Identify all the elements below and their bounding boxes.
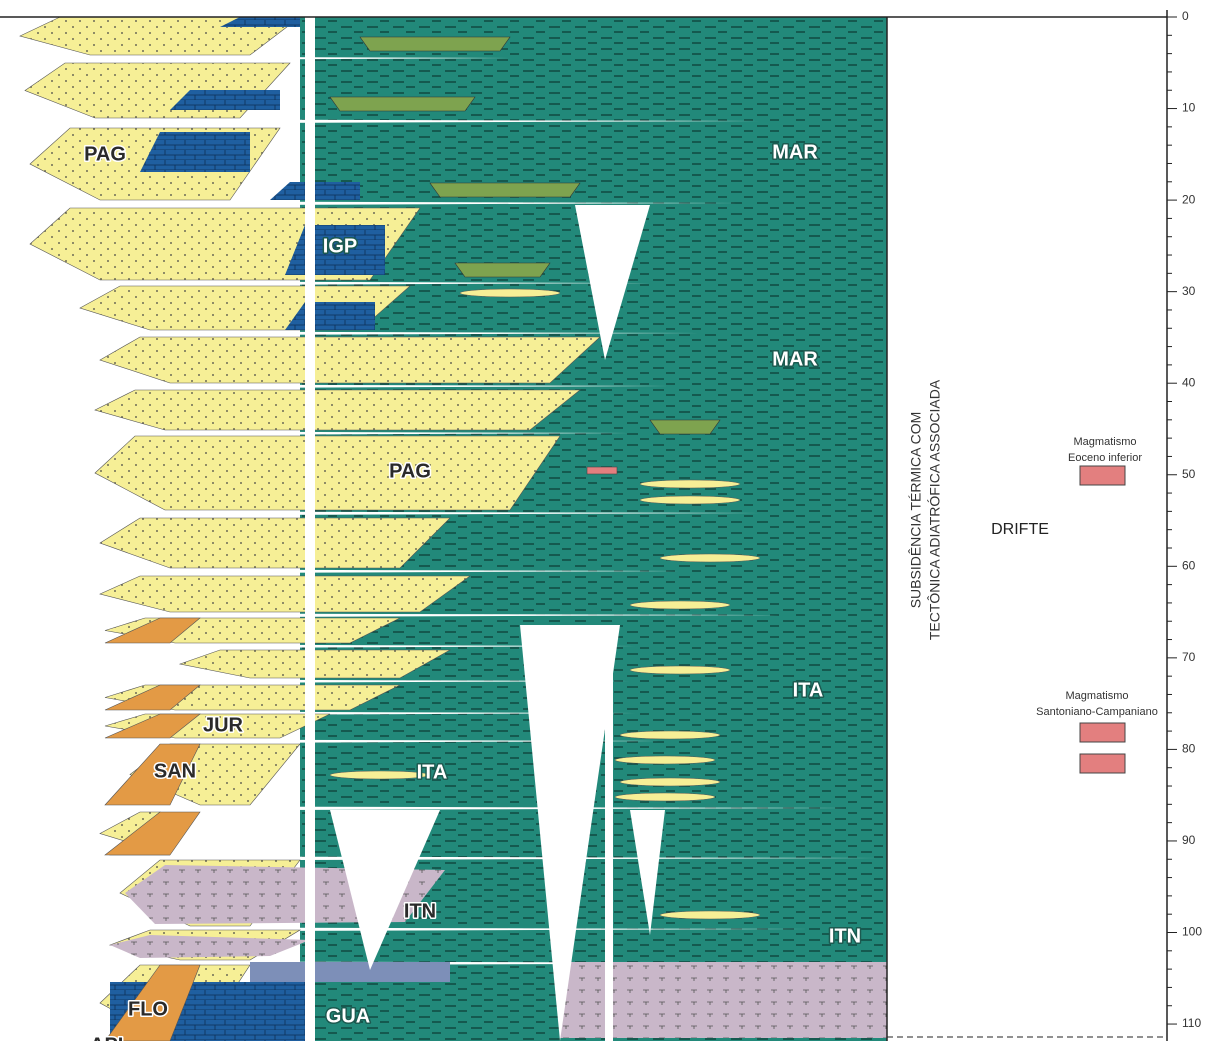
canyon	[330, 810, 440, 970]
magmatism-key	[1079, 722, 1126, 743]
magmatism	[586, 466, 618, 475]
canyon	[630, 810, 665, 935]
tick-label: 0	[1182, 9, 1189, 23]
tick-label: 50	[1182, 467, 1196, 481]
event-title: Magmatismo	[1074, 436, 1137, 448]
sand-lens	[619, 777, 721, 787]
hiatus	[0, 281, 650, 286]
tectonics-line: TECTÔNICA ADIATRÓFICA ASSOCIADA	[927, 379, 943, 640]
conglomerate	[104, 713, 201, 739]
tick-label: 70	[1182, 650, 1196, 664]
phase-label: DRIFTE	[991, 521, 1049, 538]
unit-label: PAG	[84, 143, 126, 165]
sand-lens	[614, 792, 716, 802]
sandstone	[99, 575, 471, 613]
hiatus	[0, 119, 760, 124]
magmatism-key	[1079, 465, 1126, 486]
hiatus	[0, 56, 510, 61]
hiatus	[0, 613, 780, 618]
unit-label: ITN	[829, 925, 861, 947]
hiatus	[0, 806, 850, 811]
unit-label: GUA	[326, 1005, 370, 1027]
unit-label: ITN	[404, 900, 436, 922]
sandstone	[99, 517, 451, 569]
event-age: Santoniano-Campaniano	[1036, 706, 1158, 718]
gap	[605, 640, 613, 1041]
marl	[560, 962, 887, 1038]
lens	[359, 36, 511, 52]
hiatus	[0, 569, 680, 574]
hiatus	[0, 201, 740, 206]
unit-label: FLO	[128, 998, 168, 1020]
conglomerate	[104, 684, 201, 711]
gap	[305, 17, 315, 1041]
magmatism-key	[1079, 753, 1126, 774]
canyon	[520, 625, 620, 1041]
labels: SUBSIDÊNCIA TÉRMICA COM TECTÔNICA ADIATR…	[83, 9, 1203, 1041]
unit-label: APL	[90, 1034, 130, 1041]
unit-label: MAR	[772, 141, 818, 163]
conglomerate	[104, 964, 201, 1041]
sand-lens	[629, 600, 731, 610]
hiatus	[0, 739, 660, 744]
tectonics-line: SUBSIDÊNCIA TÉRMICA COM	[908, 412, 924, 609]
tick-label: 100	[1182, 925, 1202, 939]
unit-label: SAN	[154, 760, 196, 782]
sandstone	[94, 435, 561, 511]
unit-label: PAG	[389, 460, 431, 482]
lens	[429, 182, 581, 198]
unit-label: IGP	[323, 235, 357, 257]
unit-label: ITA	[417, 761, 448, 783]
tick-label: 40	[1182, 375, 1196, 389]
tick-label: 110	[1182, 1016, 1201, 1030]
sand-lens	[614, 755, 716, 765]
tick-label: 90	[1182, 833, 1196, 847]
hiatus	[0, 511, 760, 516]
sand-lens	[329, 770, 431, 780]
unit-label: ITA	[793, 679, 824, 701]
sandstone	[99, 336, 601, 384]
sand-lens	[619, 730, 721, 740]
sand-lens	[639, 479, 741, 489]
tick-label: 10	[1182, 101, 1196, 115]
sand-lens	[629, 665, 731, 675]
conglomerate	[104, 743, 201, 806]
sandstone	[94, 389, 581, 431]
sand-lens	[639, 495, 741, 505]
carbonate	[220, 17, 300, 27]
carbonate	[250, 962, 450, 982]
unit-label: MAR	[772, 348, 818, 370]
marl	[110, 935, 310, 958]
event-age: Eoceno inferior	[1068, 452, 1142, 464]
carbonate	[140, 132, 250, 172]
carbonate	[170, 90, 280, 110]
tick-label: 80	[1182, 742, 1196, 756]
canyon	[575, 205, 650, 360]
hiatus	[0, 331, 700, 336]
tick-label: 20	[1182, 192, 1196, 206]
sand-lens	[659, 910, 761, 920]
conglomerate	[104, 811, 201, 856]
stratigraphy	[0, 16, 1126, 1041]
lens	[454, 262, 551, 278]
hiatus	[0, 384, 670, 389]
tick-label: 30	[1182, 284, 1196, 298]
sand-lens	[659, 553, 761, 563]
conglomerate	[104, 617, 201, 644]
sand-lens	[459, 288, 561, 298]
event-title: Magmatismo	[1066, 690, 1129, 702]
unit-label: JUR	[203, 714, 244, 736]
lens	[329, 96, 476, 112]
tick-label: 60	[1182, 558, 1196, 572]
lens	[649, 419, 721, 435]
hiatus	[0, 644, 640, 649]
